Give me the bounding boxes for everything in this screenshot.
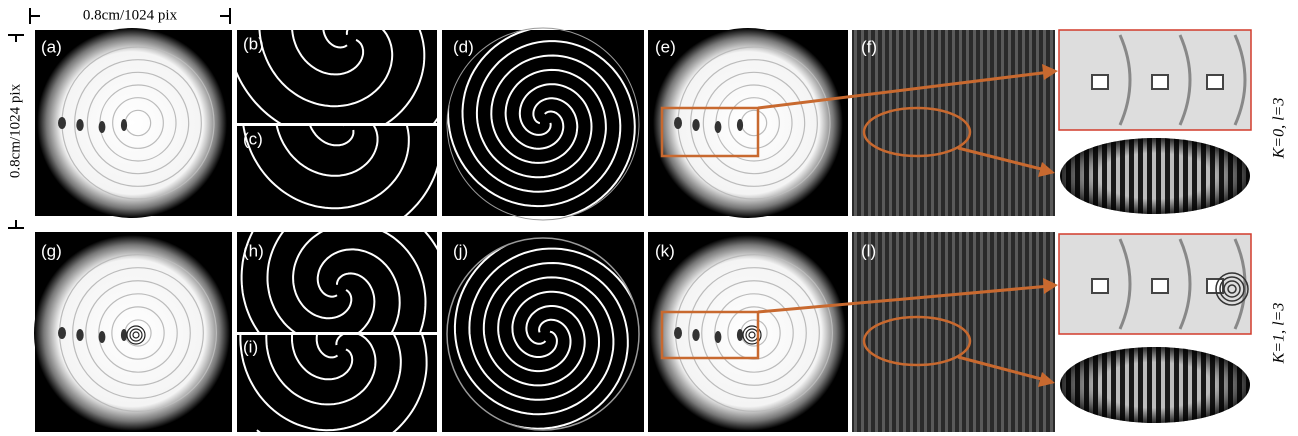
panel-f <box>852 30 1055 216</box>
beam-spot <box>76 119 83 131</box>
beam-spot <box>674 117 682 129</box>
beam-spot <box>737 329 743 341</box>
beam-spot <box>692 119 699 131</box>
panel-b <box>237 30 437 123</box>
beam-spot <box>99 121 106 133</box>
beam-spot <box>715 331 722 343</box>
beam-spot <box>715 121 722 133</box>
panel-j <box>442 232 644 432</box>
inset-spot <box>1152 75 1168 89</box>
panel-label: (h) <box>243 241 264 260</box>
beam-spot <box>737 119 743 131</box>
panel-l <box>852 232 1055 432</box>
beam-spot <box>99 331 106 343</box>
panel-c <box>237 126 437 216</box>
row-label: K=1, l=3 <box>1271 303 1288 365</box>
panel-content <box>34 0 846 436</box>
beam-spot <box>76 329 83 341</box>
beam-spot <box>58 117 66 129</box>
page: {"scale_bar": {"horizontal": "0.8cm/1024… <box>0 0 1298 436</box>
row-label: K=0, l=3 <box>1271 98 1288 160</box>
inset-spot <box>1092 75 1108 89</box>
beam-spot <box>692 329 699 341</box>
figure: 0.8cm/1024 pix 0.8cm/1024 pix <box>0 0 1298 436</box>
panel-label: (l) <box>861 241 876 260</box>
zoom-ellipse-shade <box>1060 138 1250 214</box>
beam-spot <box>121 329 127 341</box>
panel-d <box>442 30 644 216</box>
panel-label: (f) <box>861 37 877 56</box>
beam-spot <box>121 119 127 131</box>
zoom-ellipse-shade <box>1060 347 1250 423</box>
panel-label: (c) <box>243 129 263 148</box>
panel-label: (b) <box>243 34 264 53</box>
scale-label: 0.8cm/1024 pix <box>7 83 23 178</box>
beam-spot <box>58 327 66 339</box>
panel-label: (g) <box>41 241 62 260</box>
panel-label: (d) <box>453 37 474 56</box>
panel-label: (j) <box>453 241 468 260</box>
panel-label: (e) <box>655 37 676 56</box>
panel-label: (k) <box>655 241 675 260</box>
scale-label: 0.8cm/1024 pix <box>83 7 178 23</box>
panel-label: (i) <box>243 337 258 356</box>
inset-spot <box>1152 279 1168 293</box>
inset-spot <box>1207 75 1223 89</box>
beam-spot <box>674 327 682 339</box>
inset-spot <box>1092 279 1108 293</box>
panel-label: (a) <box>41 37 62 56</box>
